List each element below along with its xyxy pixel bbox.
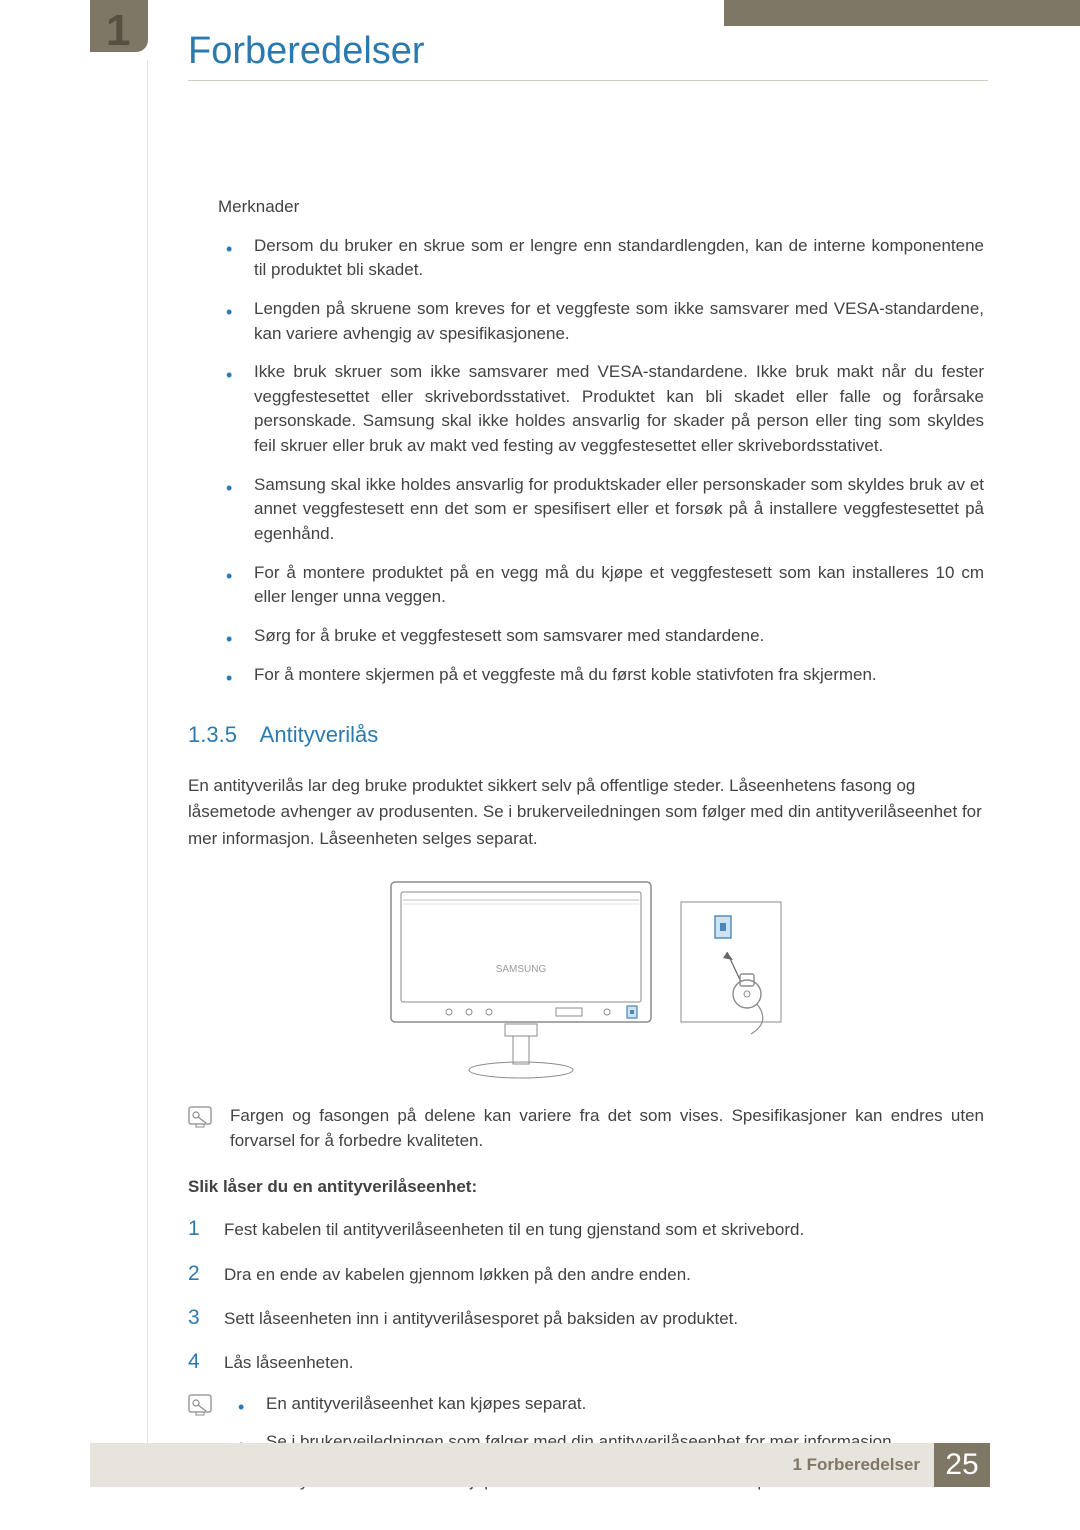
page-number-box: 25: [934, 1443, 990, 1487]
list-item: For å montere skjermen på et veggfeste m…: [218, 663, 984, 688]
step-number: 2: [188, 1259, 206, 1289]
footer-bar: 1 Forberedelser 25: [90, 1443, 990, 1487]
page-content: Merknader Dersom du bruker en skrue som …: [188, 195, 984, 1530]
svg-text:SAMSUNG: SAMSUNG: [496, 964, 547, 975]
list-item: Dersom du bruker en skrue som er lengre …: [218, 234, 984, 283]
figure: SAMSUNG: [188, 872, 984, 1082]
list-item: Sørg for å bruke et veggfestesett som sa…: [218, 624, 984, 649]
step-text: Fest kabelen til antityverilåseenheten t…: [224, 1218, 984, 1243]
list-item: En antityverilåseenhet kan kjøpes separa…: [230, 1392, 896, 1417]
list-item: For å montere produktet på en vegg må du…: [218, 561, 984, 610]
step-item: 1 Fest kabelen til antityverilåseenheten …: [188, 1214, 984, 1244]
step-item: 2 Dra en ende av kabelen gjennom løkken p…: [188, 1259, 984, 1289]
chapter-number: 1: [106, 6, 130, 56]
notes-list: Dersom du bruker en skrue som er lengre …: [218, 234, 984, 688]
notes-heading: Merknader: [218, 195, 984, 220]
step-text: Dra en ende av kabelen gjennom løkken på…: [224, 1263, 984, 1288]
monitor-lock-diagram: SAMSUNG: [381, 872, 791, 1082]
lock-steps-heading: Slik låser du en antityverilåseenhet:: [188, 1175, 984, 1200]
left-margin-rule: [90, 60, 148, 1458]
title-rule: [188, 80, 988, 81]
list-item: Ikke bruk skruer som ikke samsvarer med …: [218, 360, 984, 459]
step-item: 4 Lås låseenheten.: [188, 1347, 984, 1377]
section-number: 1.3.5: [188, 722, 237, 747]
footer-chapter-label: 1 Forberedelser: [792, 1455, 920, 1475]
step-number: 4: [188, 1347, 206, 1377]
steps-list: 1 Fest kabelen til antityverilåseenheten …: [188, 1214, 984, 1378]
header-accent-bar: [724, 0, 1080, 26]
list-item: Samsung skal ikke holdes ansvarlig for p…: [218, 473, 984, 547]
section-intro: En antityverilås lar deg bruke produktet…: [188, 773, 984, 852]
section-title: Antityverilås: [260, 722, 379, 747]
figure-caption: Fargen og fasongen på delene kan variere…: [230, 1104, 984, 1153]
info-icon: [188, 1104, 212, 1128]
figure-caption-block: Fargen og fasongen på delene kan variere…: [188, 1104, 984, 1153]
chapter-title: Forberedelser: [188, 30, 425, 73]
step-text: Lås låseenheten.: [224, 1351, 984, 1376]
section-heading: 1.3.5 Antityverilås: [188, 719, 984, 751]
list-item: Lengden på skruene som kreves for et veg…: [218, 297, 984, 346]
page-number: 25: [945, 1448, 978, 1482]
step-text: Sett låseenheten inn i antityverilåsespo…: [224, 1307, 984, 1332]
info-icon: [188, 1392, 212, 1416]
step-number: 3: [188, 1303, 206, 1333]
step-number: 1: [188, 1214, 206, 1244]
step-item: 3 Sett låseenheten inn i antityverilåsesp…: [188, 1303, 984, 1333]
